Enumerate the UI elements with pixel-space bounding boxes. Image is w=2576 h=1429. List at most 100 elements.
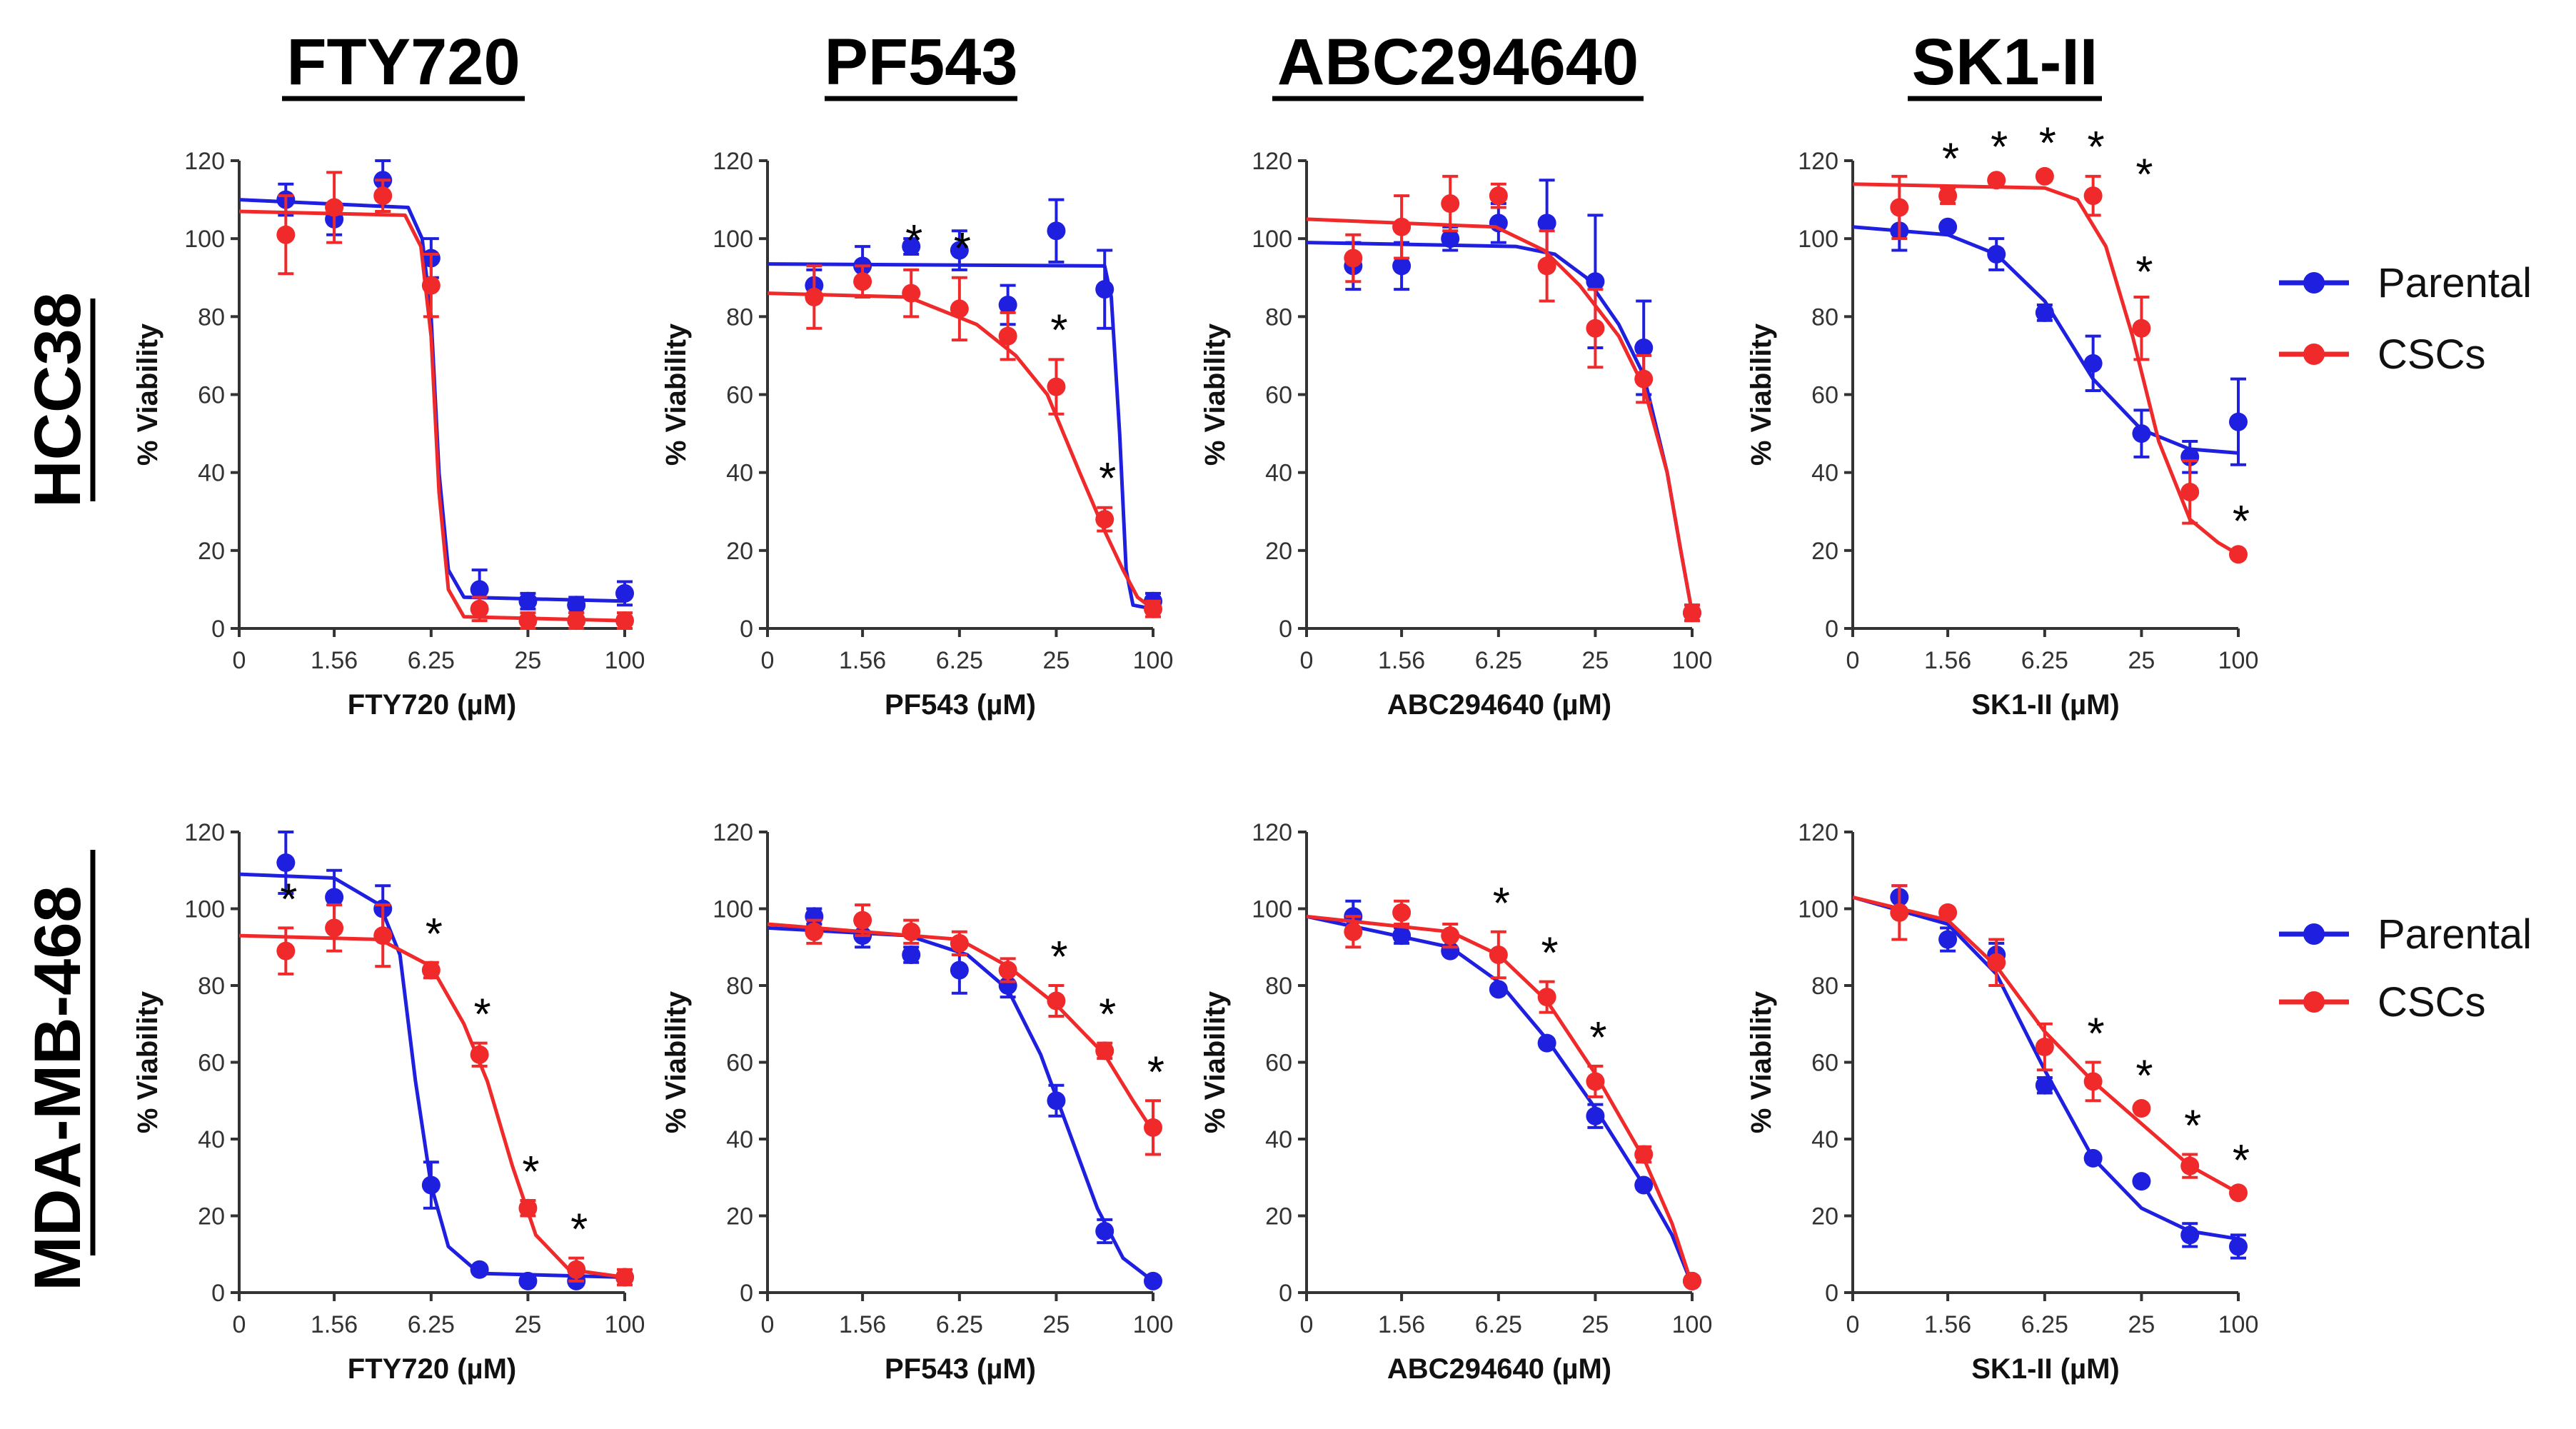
chart-panel: 0 20 40 60 80 100 120 0 1.56 6.25 25 100 SK1-II (µM)… xyxy=(1746,819,2258,1385)
legend-top: Parental CSCs xyxy=(2279,260,2532,378)
significance-star: * xyxy=(1493,879,1510,928)
data-point-cscs xyxy=(470,1045,489,1064)
x-tick-label: 6.25 xyxy=(2021,647,2068,674)
y-tick-label: 60 xyxy=(198,1050,225,1077)
fit-curve-parental xyxy=(238,872,625,1279)
significance-star: * xyxy=(570,1205,588,1255)
data-point-parental xyxy=(950,241,969,260)
data-point-parental xyxy=(2180,1225,2200,1245)
significance-star: * xyxy=(2088,1010,2105,1059)
x-tick-label: 1.56 xyxy=(311,647,358,674)
significance-star: * xyxy=(1099,991,1116,1040)
y-tick-label: 120 xyxy=(184,148,225,175)
column-title-sk1-ii: SK1-II xyxy=(1912,26,2098,99)
data-point-parental xyxy=(325,888,344,907)
x-tick-label: 6.25 xyxy=(936,647,983,674)
data-point-cscs xyxy=(1987,953,2006,972)
data-point-cscs xyxy=(276,225,296,244)
column-title-pf543: PF543 xyxy=(824,26,1017,99)
x-tick-label: 0 xyxy=(1300,1311,1314,1338)
x-tick-label: 0 xyxy=(233,1311,246,1338)
significance-star: * xyxy=(1099,454,1116,503)
y-tick-label: 20 xyxy=(1811,538,1838,565)
fit-curve-cscs xyxy=(1852,895,2240,1195)
data-point-cscs xyxy=(1890,198,1909,217)
column-title-fty720: FTY720 xyxy=(286,26,520,99)
chart-panel: 0 20 40 60 80 100 120 0 1.56 6.25 25 100 FTY720 (µM)… xyxy=(132,819,645,1385)
fit-curve-parental xyxy=(767,926,1154,1283)
data-point-parental xyxy=(1537,1033,1556,1053)
y-tick-label: 0 xyxy=(1825,616,1838,643)
data-point-cscs xyxy=(615,1268,634,1287)
x-tick-label: 6.25 xyxy=(408,647,455,674)
x-tick-label: 1.56 xyxy=(1924,1311,1971,1338)
y-tick-label: 40 xyxy=(1811,1126,1838,1153)
data-point-cscs xyxy=(470,599,489,618)
data-point-parental xyxy=(1537,214,1556,233)
data-point-cscs xyxy=(1441,926,1460,946)
charts-layer: 0 20 40 60 80 100 120 0 1.56 6.25 25 100 FTY720 (µM)… xyxy=(132,119,2258,1385)
y-tick-label: 120 xyxy=(1252,148,1292,175)
data-point-parental xyxy=(2083,354,2103,373)
data-point-cscs xyxy=(805,922,824,941)
data-point-cscs xyxy=(2180,482,2200,501)
fit-curve-parental xyxy=(1306,241,1694,613)
x-tick-label: 100 xyxy=(1133,647,1174,674)
data-point-cscs xyxy=(567,611,586,631)
y-tick-label: 120 xyxy=(1798,819,1838,846)
data-point-parental xyxy=(1489,980,1508,999)
fit-curve-parental xyxy=(1852,895,2239,1241)
data-point-parental xyxy=(518,1271,538,1290)
data-point-cscs xyxy=(1095,510,1115,529)
data-point-parental xyxy=(1144,1271,1162,1290)
data-point-parental xyxy=(950,961,969,980)
data-point-parental xyxy=(1586,272,1605,291)
data-point-cscs xyxy=(518,611,538,631)
y-tick-label: 100 xyxy=(184,226,225,253)
x-tick-label: 100 xyxy=(2218,647,2259,674)
data-point-parental xyxy=(2035,303,2054,322)
data-point-cscs xyxy=(998,326,1017,346)
y-tick-label: 20 xyxy=(1265,1203,1292,1230)
significance-star: * xyxy=(2088,123,2105,172)
data-point-cscs xyxy=(2132,1099,2151,1118)
data-point-parental xyxy=(2132,424,2151,443)
row-titles: HCC38 MDA-MB-468 xyxy=(21,292,96,1291)
data-point-cscs xyxy=(1392,903,1412,922)
chart-panel: 0 20 40 60 80 100 120 0 1.56 6.25 25 100 SK1-II (µM)… xyxy=(1746,119,2258,721)
fit-curve-cscs xyxy=(1852,182,2240,556)
significance-star: * xyxy=(1147,1048,1164,1097)
significance-star: * xyxy=(2039,119,2056,169)
data-point-cscs xyxy=(1938,903,1958,922)
y-tick-label: 80 xyxy=(198,973,225,1000)
significance-star: * xyxy=(280,875,297,924)
x-axis-title: FTY720 (µM) xyxy=(348,689,516,721)
data-point-parental xyxy=(1095,1222,1115,1240)
y-tick-label: 0 xyxy=(740,1280,753,1307)
significance-star: * xyxy=(522,1148,539,1197)
chart-panel: 0 20 40 60 80 100 120 0 1.56 6.25 25 100 PF543 (µM)%… xyxy=(660,148,1173,721)
data-point-parental xyxy=(998,295,1017,314)
data-point-cscs xyxy=(1392,217,1412,236)
legend-cscs-marker xyxy=(2303,991,2325,1013)
x-tick-label: 25 xyxy=(515,1311,542,1338)
y-tick-label: 80 xyxy=(1811,973,1838,1000)
significance-star: * xyxy=(2233,497,2250,546)
significance-star: * xyxy=(1589,1013,1606,1063)
data-point-parental xyxy=(1634,339,1654,357)
significance-star: * xyxy=(905,216,922,266)
x-tick-label: 1.56 xyxy=(839,647,886,674)
chart-panel: 0 20 40 60 80 100 120 0 1.56 6.25 25 100 ABC294640 (… xyxy=(1199,148,1712,721)
x-tick-label: 1.56 xyxy=(1924,647,1971,674)
y-tick-label: 120 xyxy=(1798,148,1838,175)
data-point-parental xyxy=(2229,412,2248,431)
fit-curve-cscs xyxy=(1306,217,1694,613)
significance-star: * xyxy=(954,224,971,274)
significance-star: * xyxy=(1541,929,1559,978)
legend-cscs-marker xyxy=(2303,344,2325,365)
data-point-cscs xyxy=(615,611,634,631)
x-tick-label: 0 xyxy=(761,647,775,674)
data-point-parental xyxy=(2083,1148,2103,1168)
data-point-cscs xyxy=(567,1260,586,1279)
